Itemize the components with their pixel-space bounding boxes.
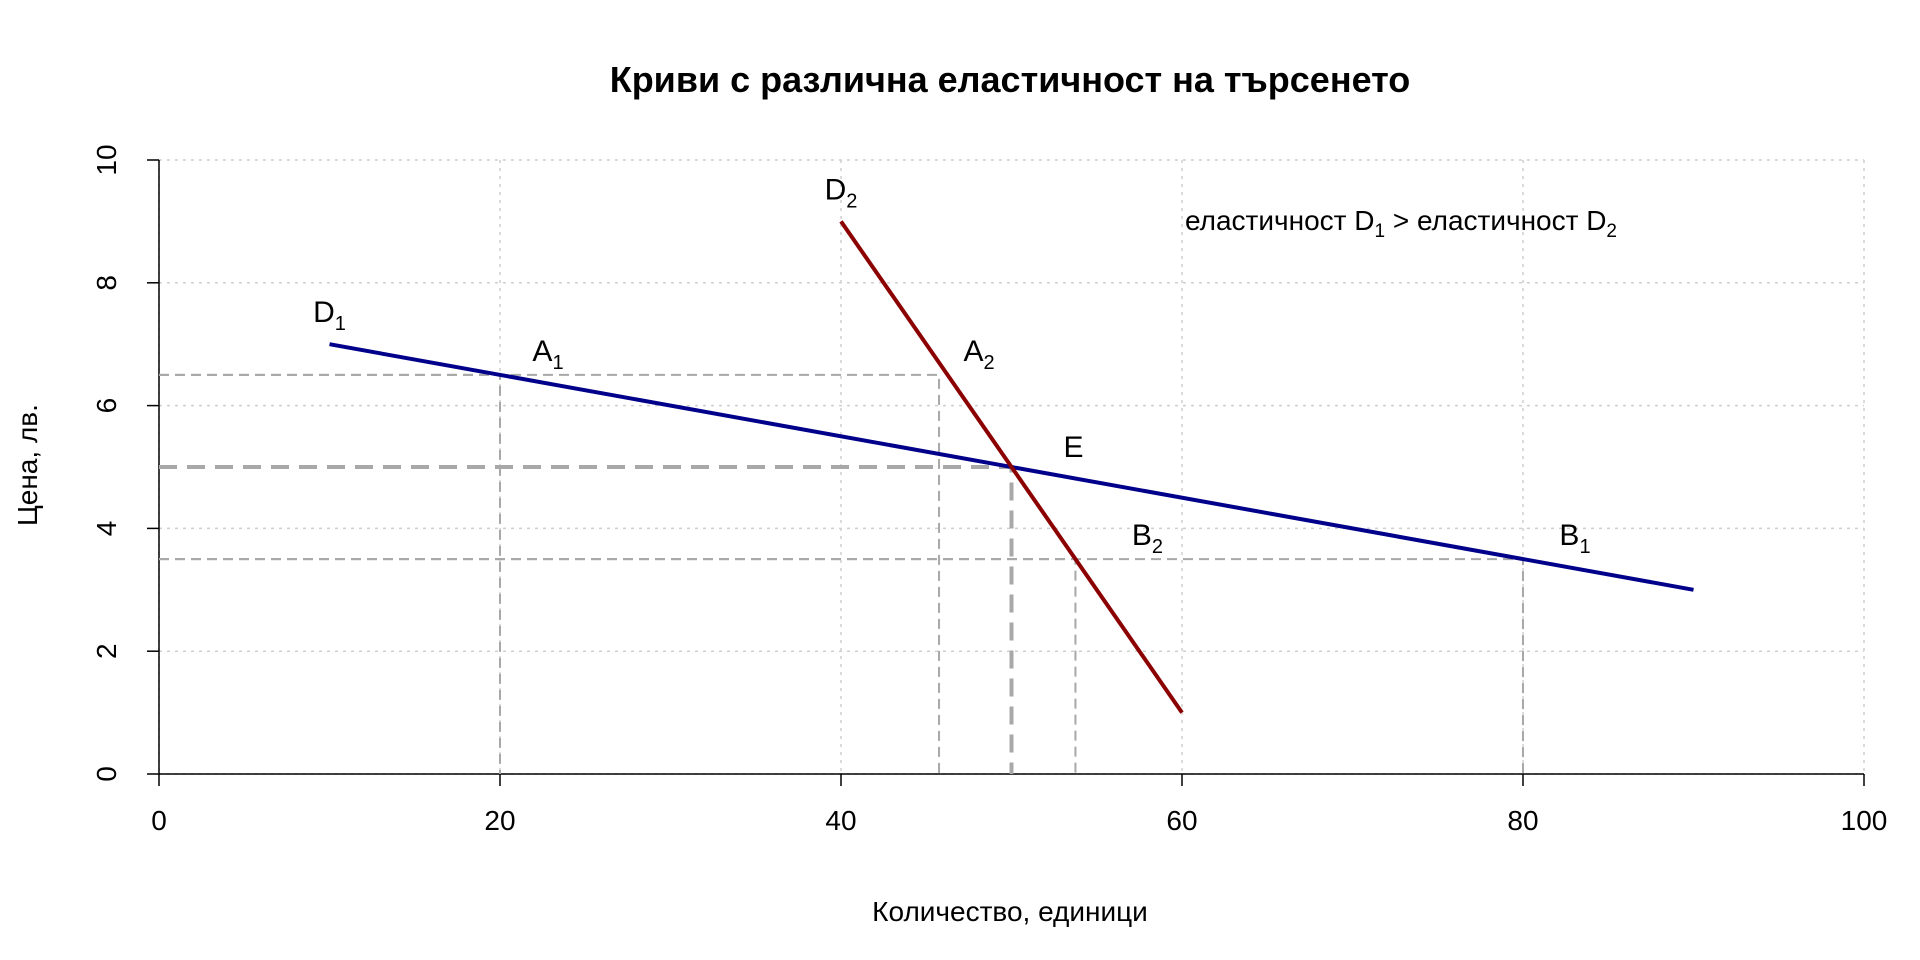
series-label-d2: D2 [825, 173, 858, 212]
annotation-part1: еластичност D [1185, 205, 1374, 236]
annotation-sub1: 1 [1374, 221, 1385, 242]
point-label-a1: A1 [532, 335, 563, 374]
y-tick-label-0: 0 [91, 766, 122, 782]
y-axis-label: Цена, лв. [12, 404, 43, 526]
annotation-sub2: 2 [1606, 221, 1617, 242]
series-line-d2 [839, 220, 1184, 714]
guide-line-e [159, 465, 1014, 774]
y-tick-label-5: 10 [91, 144, 122, 175]
axes: 0 20 40 60 80 100 0 2 4 6 8 10 [91, 144, 1887, 836]
x-tick-label-4: 80 [1507, 805, 1538, 836]
y-tick-label-2: 4 [91, 521, 122, 537]
y-tick-label-1: 2 [91, 643, 122, 659]
point-label-e: E [1063, 431, 1083, 464]
y-tick-label-3: 6 [91, 398, 122, 414]
elasticity-annotation: еластичност D1 > еластичност D2 [1185, 205, 1617, 242]
series-label-d1: D1 [313, 296, 346, 335]
guide-line-a2 [159, 373, 941, 774]
x-tick-label-5: 100 [1841, 805, 1888, 836]
point-label-a2: A2 [963, 335, 994, 374]
y-tick-label-4: 8 [91, 275, 122, 291]
chart-title: Криви с различна еластичност на търсенет… [610, 59, 1411, 100]
x-tick-label-1: 20 [484, 805, 515, 836]
guide-line-a1 [159, 373, 501, 774]
guide-line-b2 [159, 558, 1077, 774]
x-tick-label-0: 0 [151, 805, 167, 836]
demand-curves [329, 220, 1694, 714]
x-tick-label-2: 40 [825, 805, 856, 836]
point-labels: D1 D2 E A1 B1 A2 B2 [313, 173, 1590, 558]
point-label-b1: B1 [1559, 519, 1590, 558]
annotation-part2: > еластичност D [1385, 205, 1606, 236]
point-label-b2: B2 [1132, 519, 1163, 558]
x-tick-label-3: 60 [1166, 805, 1197, 836]
x-axis-label: Количество, единици [872, 896, 1148, 927]
